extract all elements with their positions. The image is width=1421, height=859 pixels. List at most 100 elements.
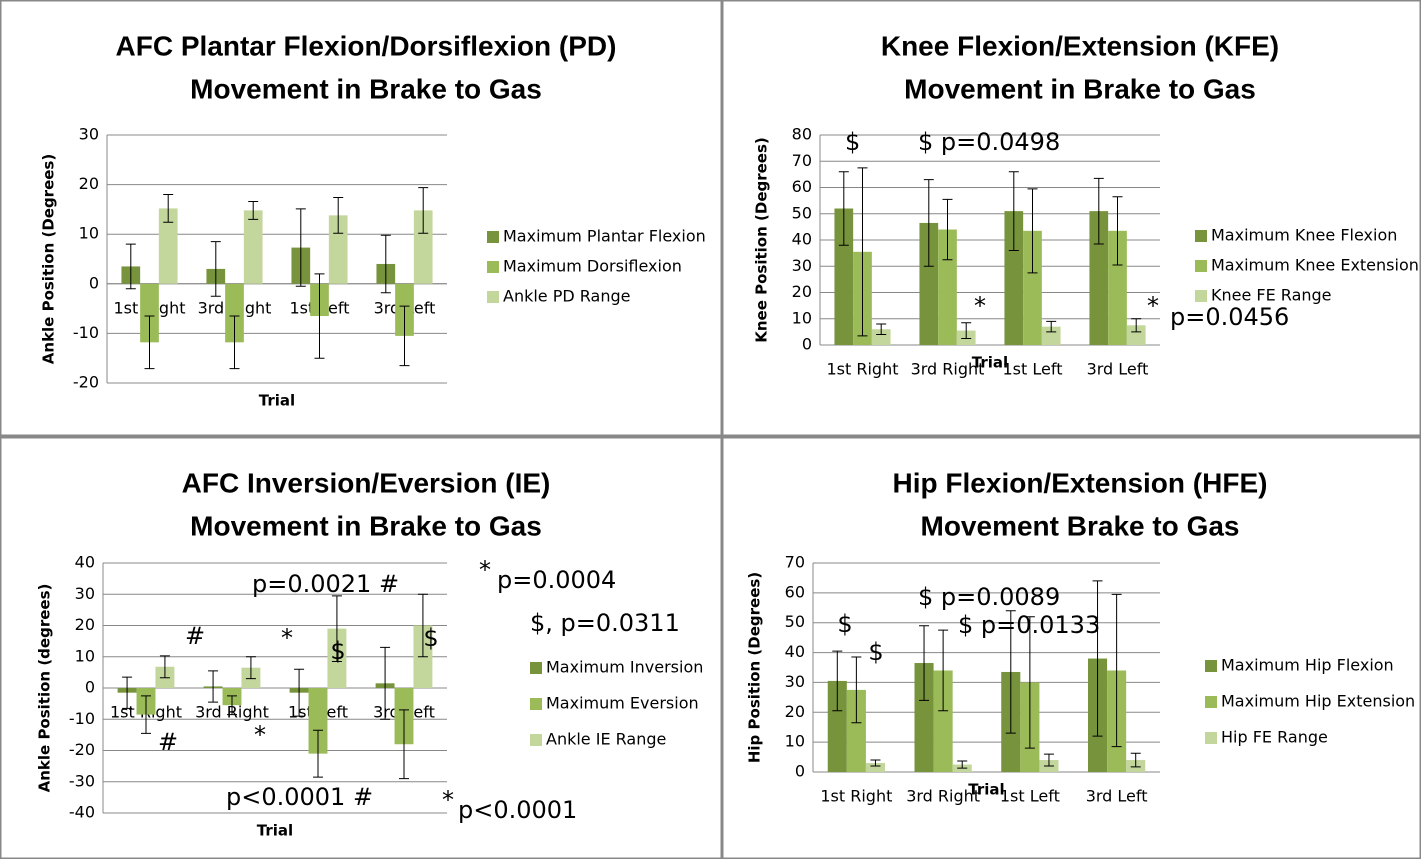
error-bar	[141, 695, 151, 734]
y-tick-label: 40	[785, 642, 805, 661]
bar	[871, 329, 891, 345]
y-tick-label: -10	[69, 709, 95, 728]
y-tick-label: 50	[785, 612, 805, 631]
error-bar	[857, 167, 868, 337]
bar	[1041, 326, 1061, 345]
legend-label: Ankle PD Range	[503, 287, 631, 306]
bar	[938, 229, 957, 345]
legend-swatch	[1205, 732, 1217, 744]
annotation: $	[423, 624, 438, 652]
bar	[846, 689, 866, 772]
annotation: *	[254, 721, 266, 749]
y-tick-label: 10	[79, 224, 99, 243]
legend-swatch	[530, 698, 542, 710]
error-bar	[227, 695, 237, 716]
legend-label: Maximum Eversion	[546, 694, 699, 713]
error-bar	[870, 759, 881, 767]
legend-swatch	[487, 231, 499, 243]
error-bar	[919, 625, 930, 701]
legend-label: Knee FE Range	[1211, 286, 1332, 305]
y-tick-label: -40	[69, 803, 95, 822]
error-bar	[144, 315, 155, 370]
chart-title: Hip Flexion/Extension (HFE)	[893, 467, 1268, 498]
y-tick-label: 20	[792, 282, 812, 301]
annotation: *	[442, 786, 454, 814]
annotation: p<0.0001	[458, 796, 577, 824]
legend-label: Maximum Inversion	[546, 658, 703, 677]
annotation: #	[158, 728, 178, 756]
error-bar	[923, 179, 934, 267]
bar	[328, 215, 348, 284]
y-tick-label: -20	[69, 740, 95, 759]
bar	[914, 663, 934, 772]
bar	[1089, 211, 1109, 345]
x-tick-label: 3rd Left	[1086, 787, 1148, 806]
error-bar	[938, 629, 949, 712]
bar	[225, 283, 244, 343]
legend-swatch	[1195, 260, 1207, 272]
legend-swatch	[1205, 660, 1217, 672]
chart-subtitle: Movement in Brake to Gas	[190, 73, 542, 104]
error-bar	[876, 323, 887, 335]
x-tick-label: 1st Right	[820, 787, 892, 806]
error-bar	[122, 676, 133, 709]
bar	[865, 763, 886, 772]
legend-label: Hip FE Range	[1221, 728, 1328, 747]
error-bar	[418, 187, 429, 234]
annotation: $, p=0.0311	[530, 609, 680, 637]
y-tick-label: 80	[792, 125, 812, 144]
y-tick-label: 40	[792, 230, 812, 249]
y-axis-title: Hip Position (Degrees)	[746, 572, 764, 763]
error-bar	[163, 194, 174, 223]
bar	[919, 222, 939, 345]
legend-label: Maximum Hip Extension	[1221, 692, 1415, 711]
annotation: $	[837, 610, 852, 638]
annotation: #	[185, 622, 205, 650]
error-bar	[838, 171, 849, 246]
error-bar	[245, 656, 256, 680]
error-bar	[380, 646, 391, 720]
y-tick-label: 50	[792, 203, 812, 222]
legend-label: Maximum Knee Extension	[1211, 256, 1419, 275]
error-bar	[295, 208, 306, 287]
error-bar	[294, 668, 305, 717]
error-bar	[333, 196, 344, 234]
y-tick-label: 60	[785, 582, 805, 601]
bar	[140, 283, 159, 343]
annotation: p=0.0456	[1170, 303, 1289, 331]
legend-swatch	[1205, 696, 1217, 708]
annotation: $	[868, 638, 883, 666]
bar	[158, 208, 178, 284]
x-tick-label: 1st Left	[1000, 787, 1060, 806]
y-tick-label: 0	[89, 273, 99, 292]
error-bar	[942, 198, 953, 261]
y-tick-label: 60	[792, 177, 812, 196]
bar	[308, 688, 328, 754]
error-bar	[1131, 318, 1142, 333]
annotation: *	[281, 624, 293, 652]
y-tick-label: -20	[73, 373, 99, 392]
y-tick-label: -30	[69, 771, 95, 790]
x-tick-label: 3rd Left	[1087, 360, 1149, 379]
y-tick-label: 30	[785, 672, 805, 691]
legend-label: Maximum Dorsiflexion	[503, 257, 682, 276]
chart-subtitle: Movement Brake to Gas	[921, 510, 1240, 541]
error-bar	[417, 593, 428, 658]
legend-label: Ankle IE Range	[546, 730, 666, 749]
x-tick-label: 3rd Right	[911, 360, 985, 379]
error-bar	[1024, 616, 1035, 749]
y-tick-label: 40	[75, 553, 95, 572]
legend-swatch	[487, 261, 499, 273]
error-bar	[1112, 196, 1123, 266]
legend-label: Maximum Plantar Flexion	[503, 227, 706, 246]
legend-swatch	[530, 662, 542, 674]
legend-swatch	[487, 291, 499, 303]
y-axis-title: Ankle Position (Degrees)	[40, 154, 58, 364]
error-bar	[1093, 177, 1104, 245]
error-bar	[331, 595, 342, 662]
bar	[1126, 325, 1146, 345]
error-bar	[1005, 610, 1016, 734]
error-bar	[314, 273, 325, 359]
